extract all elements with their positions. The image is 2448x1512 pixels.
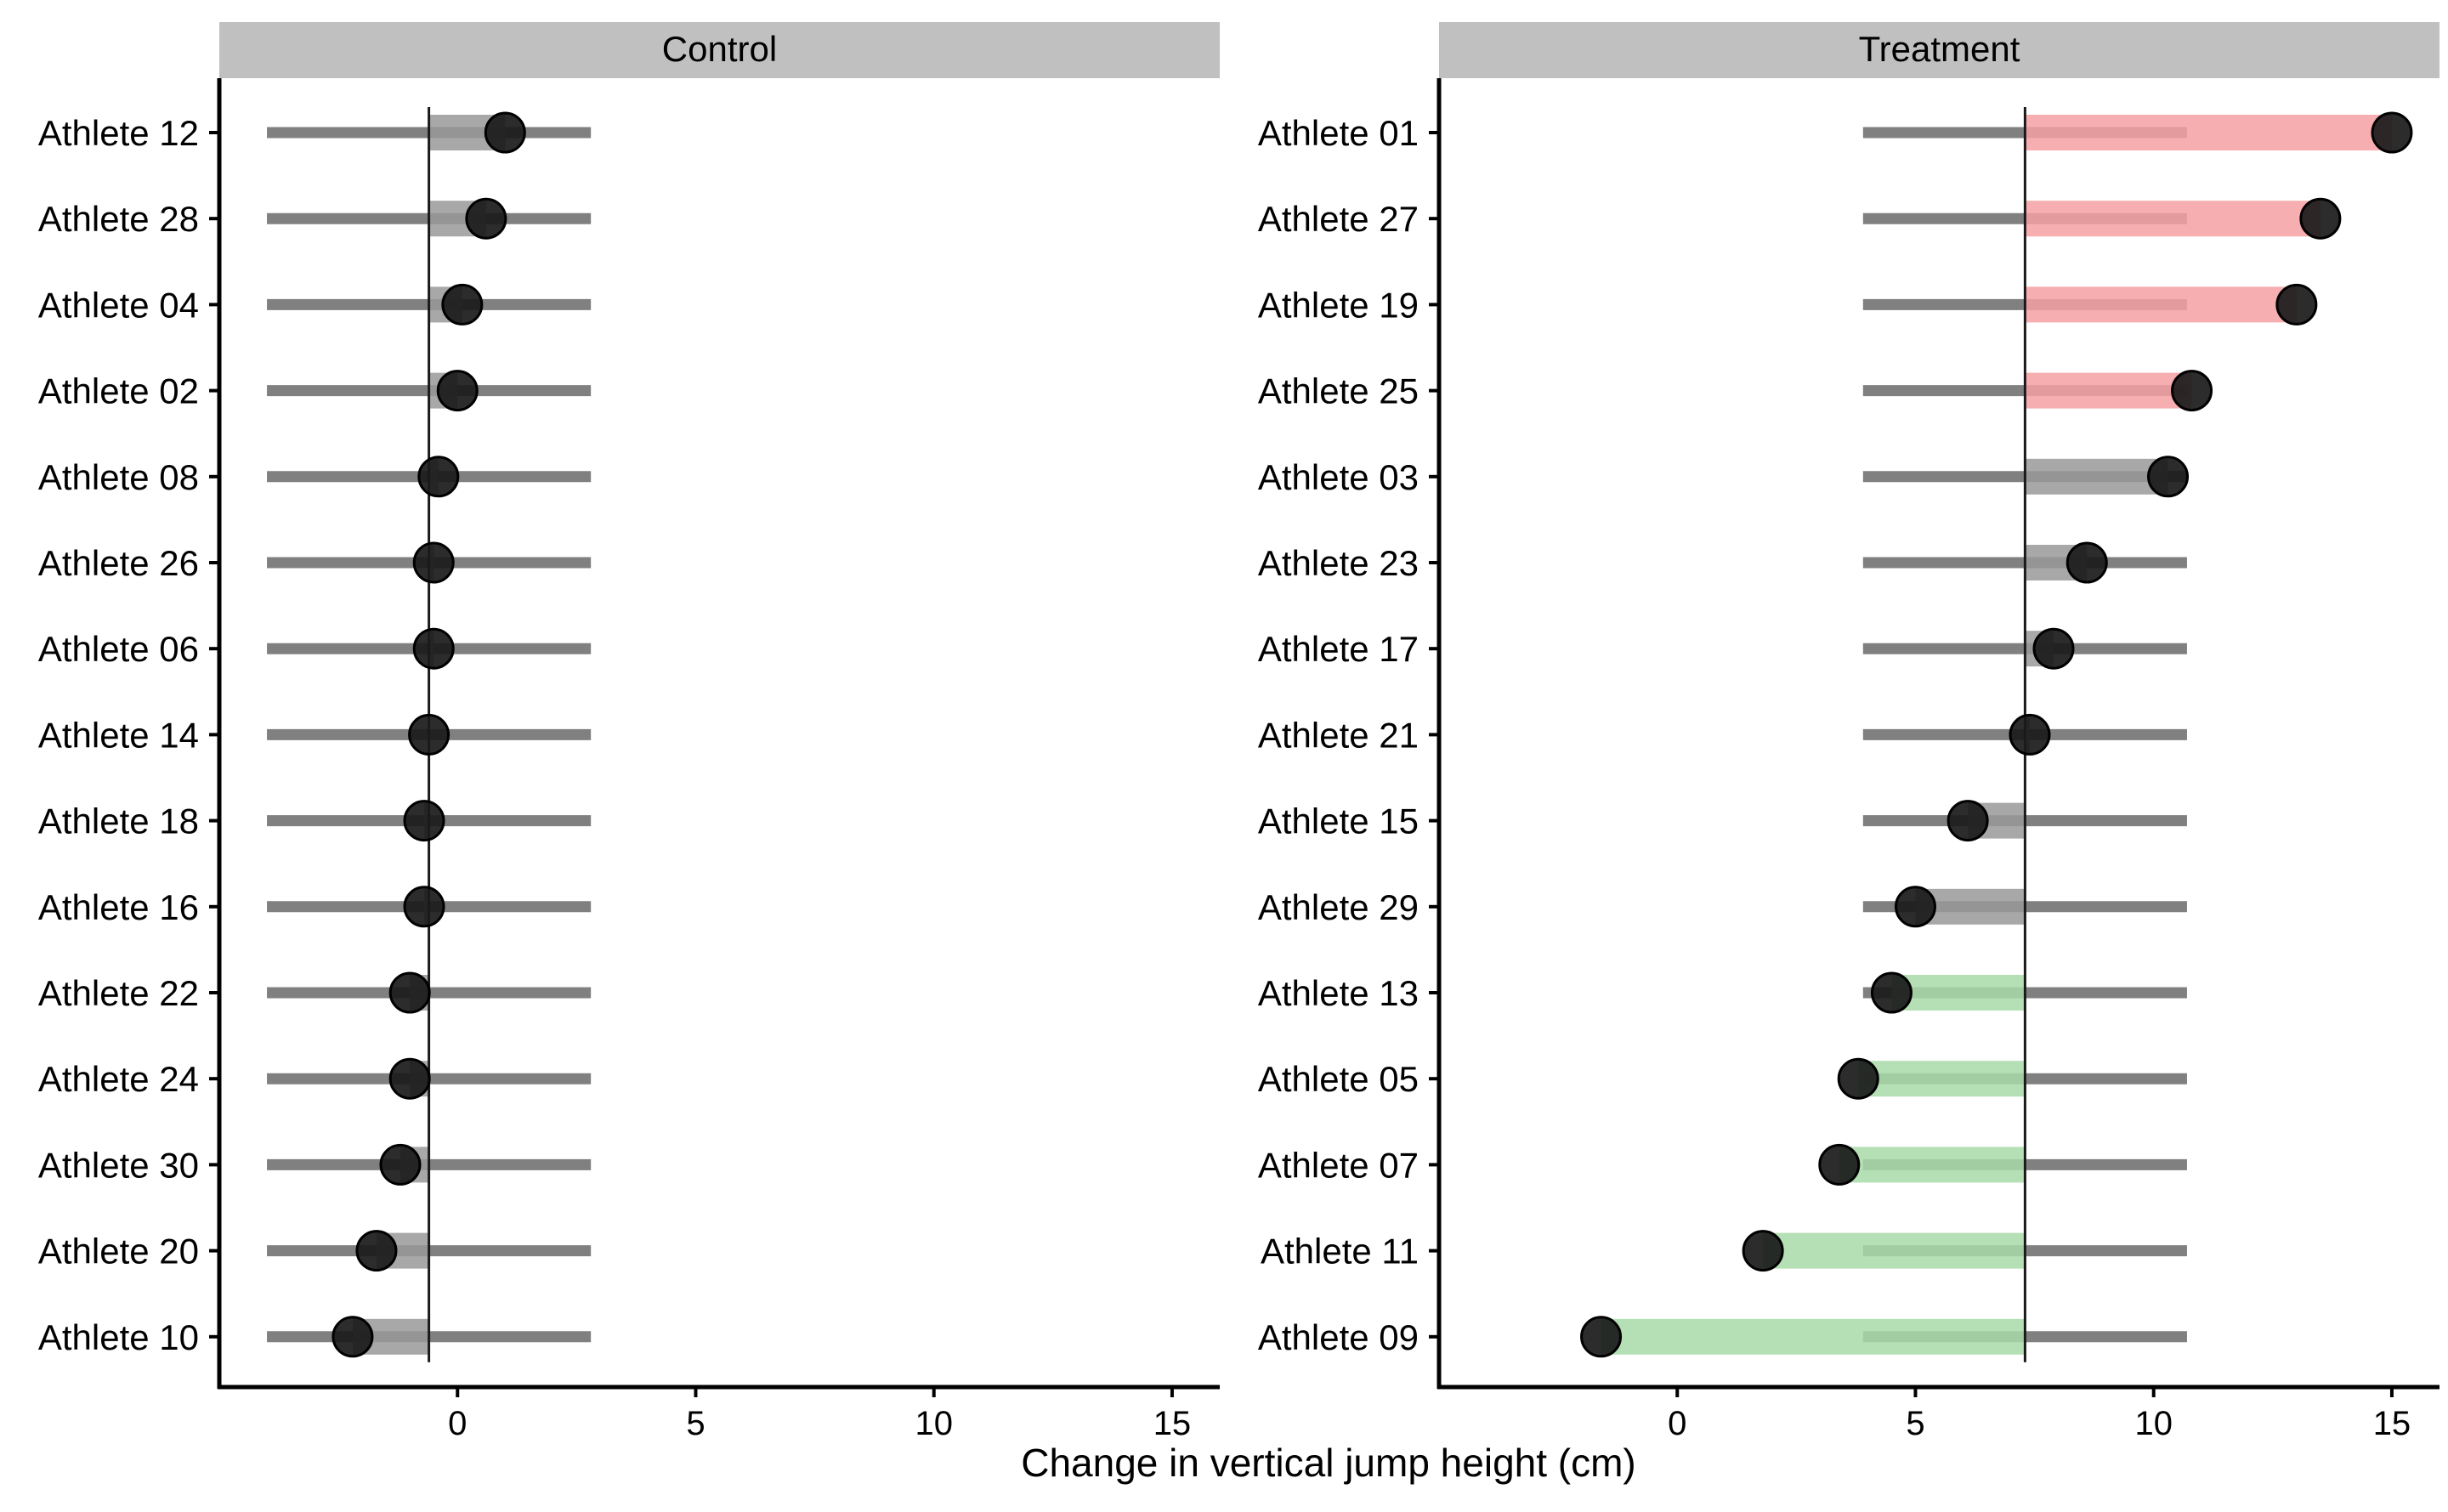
athlete-point — [2275, 283, 2318, 326]
athlete-point — [332, 1316, 374, 1358]
athlete-point — [388, 971, 431, 1014]
athlete-label: Athlete 04 — [38, 285, 199, 325]
athlete-label: Athlete 29 — [1258, 887, 1419, 927]
athlete-point — [403, 800, 445, 842]
change-bar — [1858, 1061, 2026, 1097]
x-tick-label: 15 — [2373, 1405, 2411, 1442]
athlete-label: Athlete 07 — [1258, 1145, 1419, 1185]
athlete-label: Athlete 01 — [1258, 113, 1419, 153]
athlete-point — [2147, 456, 2190, 498]
athlete-point — [2299, 197, 2342, 240]
change-bar — [2025, 372, 2192, 409]
x-tick-label: 0 — [1668, 1405, 1686, 1442]
athlete-point — [2066, 541, 2108, 584]
facet-strip-label: Treatment — [1859, 29, 2020, 69]
athlete-label: Athlete 12 — [38, 113, 199, 153]
athlete-point — [379, 1143, 422, 1186]
athlete-point — [1870, 971, 1912, 1014]
change-bar — [2025, 115, 2392, 150]
athlete-label: Athlete 24 — [38, 1059, 199, 1099]
athlete-label: Athlete 13 — [1258, 973, 1419, 1013]
athlete-point — [408, 713, 450, 756]
facet-strip — [219, 22, 1220, 78]
athlete-point — [2171, 370, 2213, 412]
athlete-label: Athlete 08 — [38, 457, 199, 497]
athlete-point — [355, 1230, 398, 1272]
athlete-label: Athlete 30 — [38, 1145, 199, 1185]
athlete-label: Athlete 19 — [1258, 285, 1419, 325]
athlete-point — [412, 627, 455, 670]
x-tick-label: 15 — [1153, 1405, 1192, 1442]
athlete-point — [1580, 1316, 1623, 1358]
athlete-label: Athlete 14 — [38, 715, 199, 755]
athlete-point — [2371, 111, 2413, 154]
panel-control: Control Athlete 12 Athlete 28 Athlete 04 Ath… — [38, 22, 1220, 1442]
change-bar — [2025, 286, 2297, 323]
athlete-point — [1818, 1143, 1861, 1186]
athlete-label: Athlete 21 — [1258, 715, 1419, 755]
x-tick-label: 10 — [915, 1405, 953, 1442]
athlete-label: Athlete 22 — [38, 973, 199, 1013]
athlete-point — [1837, 1057, 1879, 1100]
athlete-point — [441, 283, 484, 326]
athlete-point — [1894, 886, 1936, 928]
x-axis-label: Change in vertical jump height (cm) — [1021, 1441, 1636, 1485]
x-tick-label: 0 — [448, 1405, 467, 1442]
change-bar — [1891, 975, 2026, 1011]
facet-strip-label: Control — [662, 29, 777, 69]
change-bar — [2025, 201, 2320, 237]
change-bar — [2025, 458, 2168, 495]
facet-strip — [1439, 22, 2440, 78]
athlete-point — [2032, 627, 2075, 670]
x-tick-label: 10 — [2134, 1405, 2173, 1442]
athlete-label: Athlete 11 — [1261, 1232, 1419, 1271]
athlete-label: Athlete 16 — [38, 887, 199, 927]
athlete-label: Athlete 28 — [38, 199, 199, 239]
athlete-label: Athlete 18 — [38, 801, 199, 841]
athlete-label: Athlete 26 — [38, 543, 199, 583]
athlete-point — [484, 111, 526, 154]
athlete-label: Athlete 20 — [38, 1232, 199, 1271]
change-bar — [1763, 1232, 2026, 1269]
athlete-label: Athlete 10 — [38, 1317, 199, 1357]
athlete-label: Athlete 06 — [38, 629, 199, 669]
athlete-point — [412, 541, 455, 584]
panel-treatment: Treatment Athlete 01 Athlete 27 Athlete 19 A… — [1258, 22, 2440, 1442]
athlete-label: Athlete 25 — [1258, 371, 1419, 411]
athlete-point — [465, 197, 507, 240]
athlete-label: Athlete 27 — [1258, 199, 1419, 239]
athlete-label: Athlete 23 — [1258, 543, 1419, 583]
athlete-point — [388, 1057, 431, 1100]
athlete-point — [2009, 713, 2051, 756]
athlete-label: Athlete 05 — [1258, 1059, 1419, 1099]
athlete-label: Athlete 02 — [38, 371, 199, 411]
athlete-label: Athlete 17 — [1258, 629, 1419, 669]
change-bar — [1601, 1318, 2026, 1355]
x-tick-label: 5 — [686, 1405, 705, 1442]
athlete-label: Athlete 15 — [1258, 801, 1419, 841]
athlete-point — [1946, 800, 1989, 842]
athlete-label: Athlete 09 — [1258, 1317, 1419, 1357]
athlete-label: Athlete 03 — [1258, 457, 1419, 497]
athlete-point — [436, 370, 479, 412]
x-tick-label: 5 — [1906, 1405, 1924, 1442]
athlete-point — [417, 456, 460, 498]
athlete-point — [1742, 1230, 1784, 1272]
athlete-point — [403, 886, 445, 928]
change-bar — [1839, 1147, 2026, 1183]
